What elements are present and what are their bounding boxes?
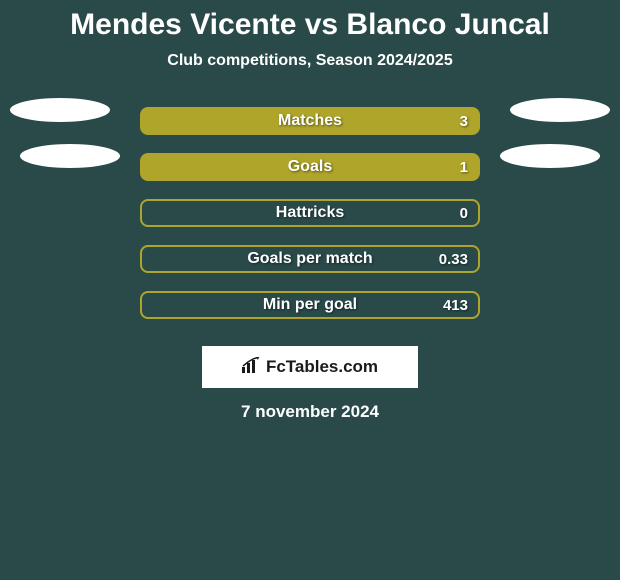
logo-box: FcTables.com <box>202 346 418 388</box>
logo-text: FcTables.com <box>266 357 378 377</box>
stat-label: Min per goal <box>263 296 357 314</box>
stat-label: Goals <box>288 158 332 176</box>
date-label: 7 november 2024 <box>0 402 620 422</box>
stat-bar: Goals 1 <box>140 153 480 181</box>
stat-bar: Matches 3 <box>140 107 480 135</box>
stat-bar: Goals per match 0.33 <box>140 245 480 273</box>
stat-value: 0.33 <box>439 251 468 268</box>
comparison-subtitle: Club competitions, Season 2024/2025 <box>0 52 620 70</box>
stats-area: Matches 3 Goals 1 Hattricks 0 Goals per match 0… <box>0 98 620 328</box>
stat-row: Min per goal 413 <box>0 282 620 328</box>
stat-row: Goals 1 <box>0 144 620 190</box>
logo: FcTables.com <box>242 357 378 378</box>
stat-label: Goals per match <box>247 250 372 268</box>
stat-row: Hattricks 0 <box>0 190 620 236</box>
stat-bar: Min per goal 413 <box>140 291 480 319</box>
stat-label: Matches <box>278 112 342 130</box>
stat-bar: Hattricks 0 <box>140 199 480 227</box>
comparison-title: Mendes Vicente vs Blanco Juncal <box>0 0 620 42</box>
stat-row: Matches 3 <box>0 98 620 144</box>
stat-label: Hattricks <box>276 204 344 222</box>
stat-value: 413 <box>443 297 468 314</box>
stat-value: 0 <box>460 205 468 222</box>
stat-value: 1 <box>460 159 468 176</box>
chart-icon <box>242 357 262 378</box>
stat-value: 3 <box>460 113 468 130</box>
stat-row: Goals per match 0.33 <box>0 236 620 282</box>
